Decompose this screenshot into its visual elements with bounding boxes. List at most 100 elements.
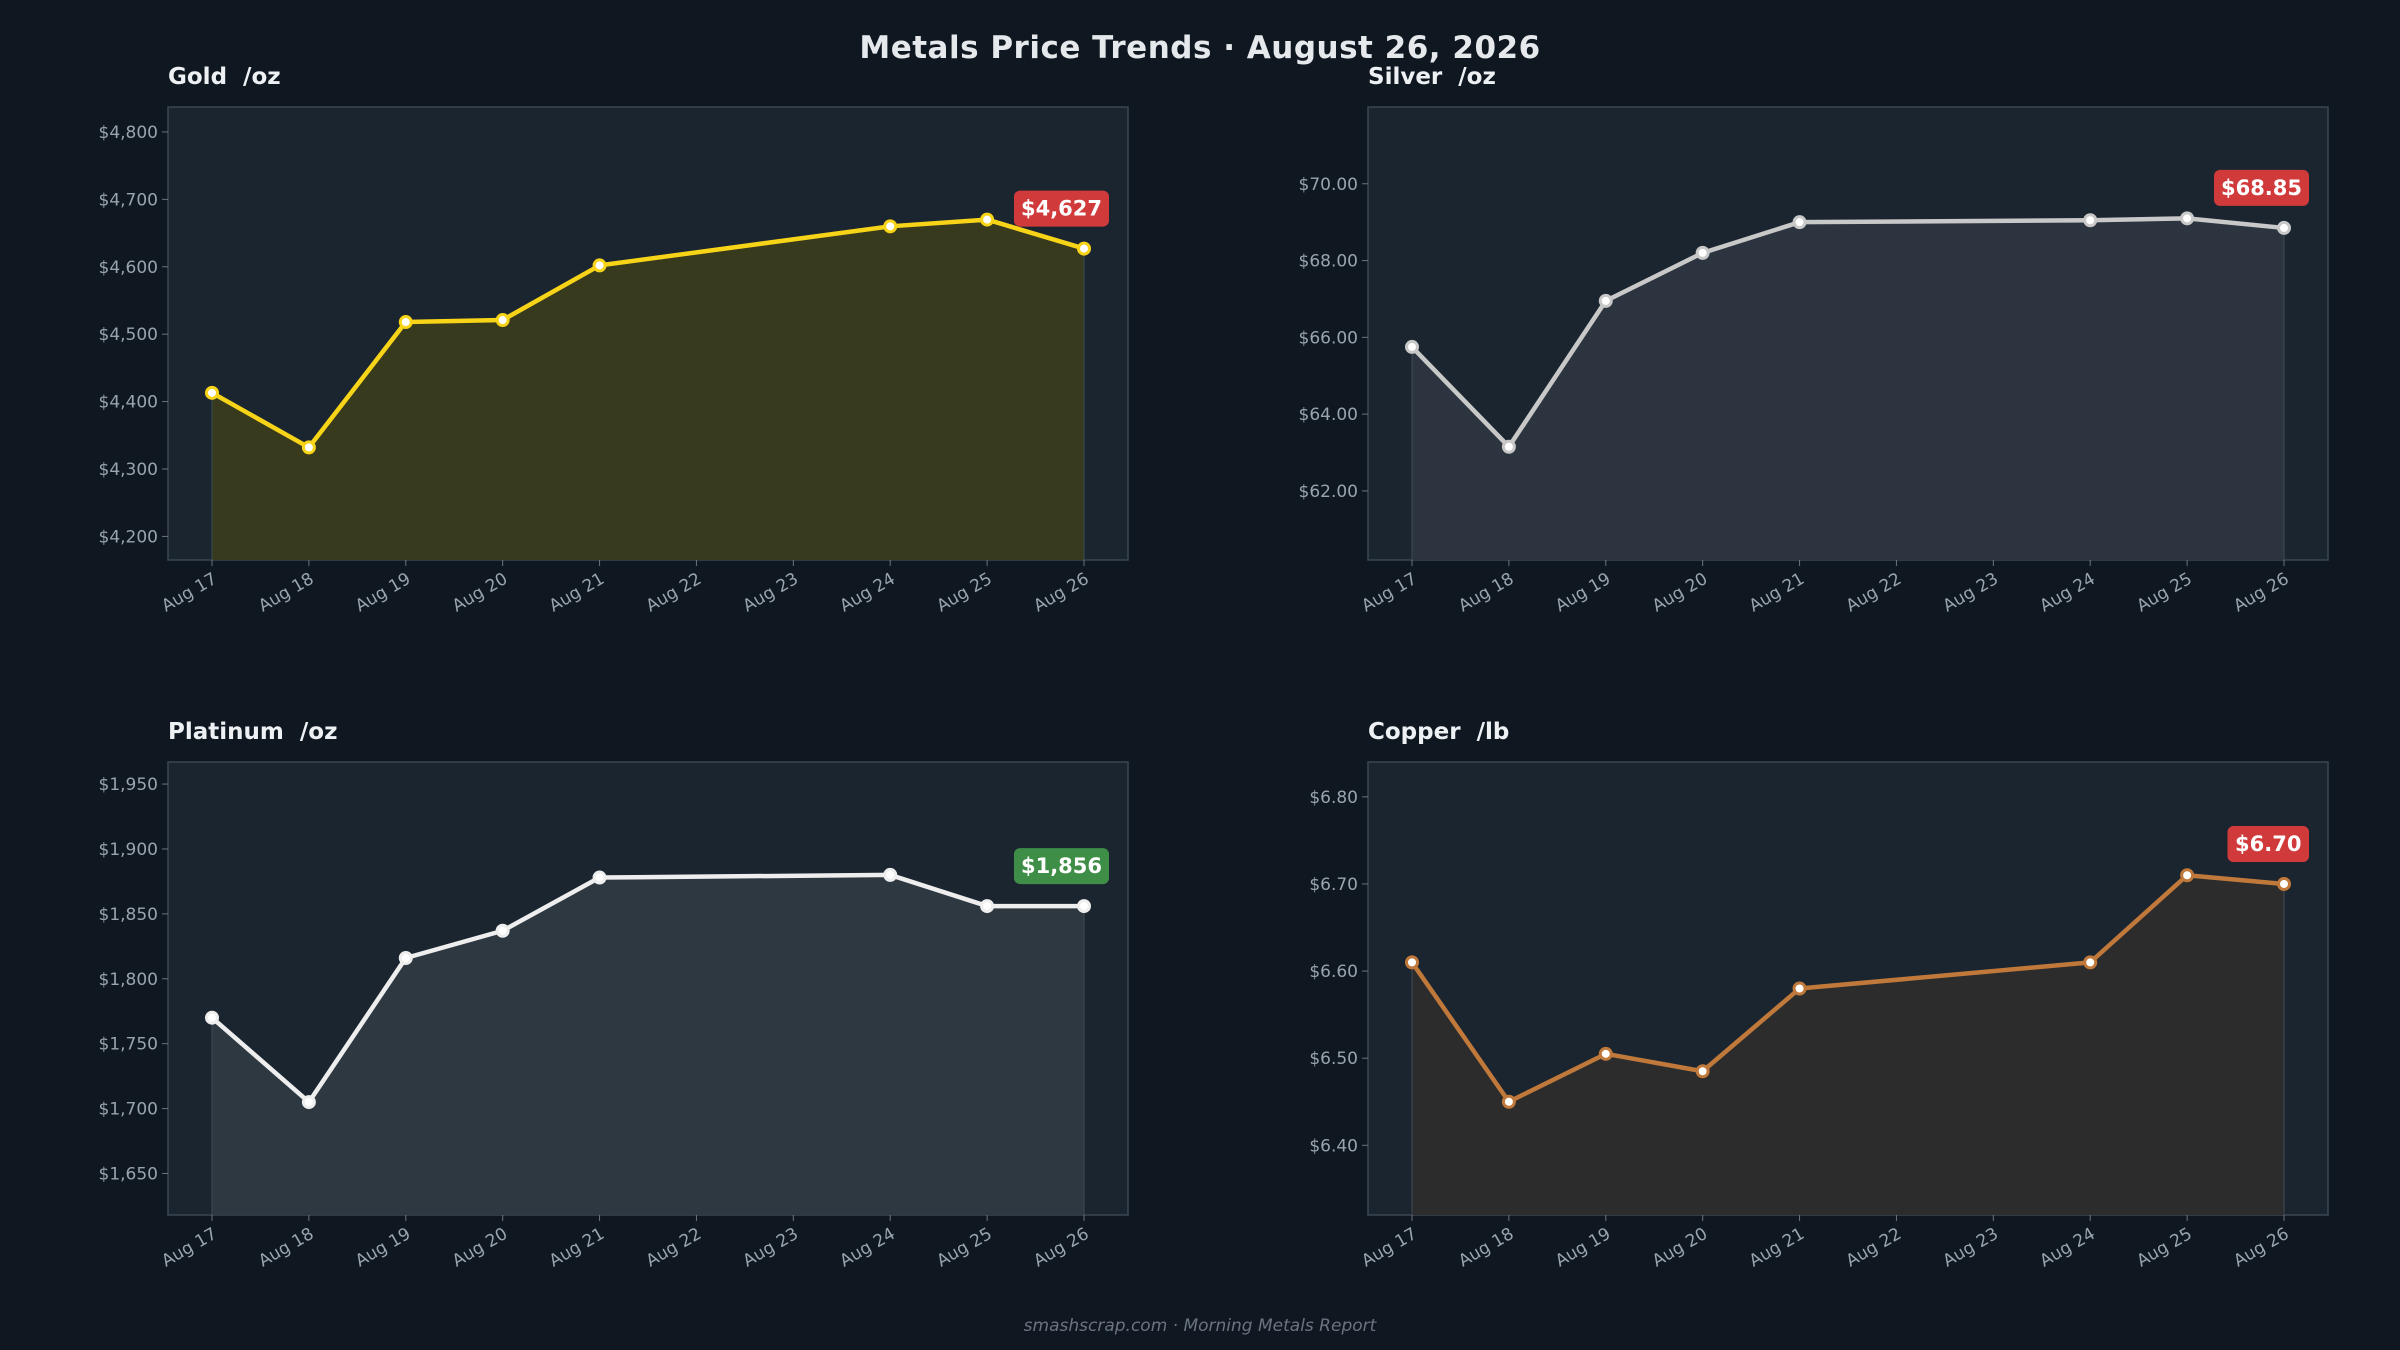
gold-last-value-label: $4,627 <box>1021 197 1102 221</box>
platinum-x-tick-label: Aug 18 <box>255 1224 317 1271</box>
copper-x-tick-label: Aug 17 <box>1358 1224 1420 1271</box>
platinum-x-tick-label: Aug 24 <box>837 1224 899 1271</box>
copper-point-aug-17 <box>1405 955 1419 970</box>
gold-y-tick-label: $4,500 <box>99 325 158 345</box>
gold-point-aug-24 <box>883 219 898 234</box>
platinum-point-aug-18 <box>301 1095 316 1110</box>
platinum-point-aug-19 <box>398 950 413 965</box>
silver-point-aug-24 <box>2083 213 2098 228</box>
platinum-x-tick-label: Aug 20 <box>449 1224 511 1271</box>
copper-y-tick-label: $6.80 <box>1309 788 1358 808</box>
copper-x-tick-label: Aug 19 <box>1552 1224 1614 1271</box>
platinum-point-aug-17 <box>205 1010 219 1025</box>
platinum-chart-title: Platinum /oz <box>168 719 338 745</box>
gold-point-aug-19 <box>398 315 413 330</box>
platinum-y-tick-label: $1,800 <box>99 970 158 990</box>
silver-last-value-label: $68.85 <box>2221 176 2302 200</box>
silver-last-value-badge <box>2214 169 2309 206</box>
silver-point-aug-26 <box>2277 220 2291 235</box>
platinum-y-tick-label: $1,850 <box>99 905 158 925</box>
gold-x-tick-label: Aug 23 <box>740 569 802 616</box>
gold-series-line <box>209 217 1087 450</box>
silver-y-tick-label: $66.00 <box>1299 328 1358 348</box>
copper-last-value-badge <box>2227 825 2309 862</box>
platinum-y-tick-label: $1,650 <box>99 1164 158 1184</box>
silver-x-tick-label: Aug 22 <box>1843 569 1905 616</box>
platinum-x-tick-label: Aug 21 <box>546 1224 608 1271</box>
platinum-x-tick-label: Aug 25 <box>933 1224 995 1271</box>
platinum-y-tick-label: $1,700 <box>99 1100 158 1120</box>
copper-chart: $6.40 $6.50 $6.60 $6.70 $6.80 Aug 17 Aug 18 Aug… <box>1309 761 2329 1271</box>
platinum-y-tick-label: $1,900 <box>99 840 158 860</box>
silver-point-aug-19 <box>1598 293 1613 308</box>
copper-x-tick-label: Aug 18 <box>1455 1224 1517 1271</box>
platinum-chart: $1,650 $1,700 $1,750 $1,800 $1,850 $1,900 $1,9… <box>99 761 1129 1271</box>
gold-y-tick-label: $4,300 <box>99 460 158 480</box>
copper-point-aug-21 <box>1792 981 1807 996</box>
copper-point-aug-24 <box>2083 955 2098 970</box>
platinum-x-tick-label: Aug 22 <box>643 1224 705 1271</box>
copper-last-value-label: $6.70 <box>2235 832 2301 856</box>
silver-x-tick-label: Aug 17 <box>1358 569 1420 616</box>
silver-x-tick-label: Aug 26 <box>2230 569 2292 616</box>
silver-x-tick-label: Aug 23 <box>1940 569 2002 616</box>
platinum-point-aug-24 <box>883 867 898 882</box>
silver-chart-title: Silver /oz <box>1368 64 1496 90</box>
platinum-point-aug-21 <box>592 870 607 885</box>
platinum-last-value-label: $1,856 <box>1021 854 1102 878</box>
platinum-x-tick-label: Aug 17 <box>158 1224 220 1271</box>
gold-y-tick-label: $4,800 <box>99 123 158 143</box>
gold-x-tick-label: Aug 25 <box>933 569 995 616</box>
silver-y-tick-label: $70.00 <box>1299 175 1358 195</box>
silver-point-aug-18 <box>1501 439 1516 454</box>
copper-point-aug-20 <box>1695 1064 1710 1079</box>
gold-last-value-badge <box>1014 190 1109 227</box>
gold-x-tick-label: Aug 21 <box>546 569 608 616</box>
silver-area-fill <box>1412 218 2284 560</box>
copper-y-tick-label: $6.70 <box>1309 875 1358 895</box>
gold-x-tick-label: Aug 18 <box>255 569 317 616</box>
silver-point-aug-21 <box>1792 215 1807 230</box>
copper-point-aug-19 <box>1598 1046 1613 1061</box>
copper-x-tick-label: Aug 22 <box>1843 1224 1905 1271</box>
platinum-last-value-badge <box>1014 848 1109 885</box>
copper-x-tick-label: Aug 23 <box>1940 1224 2002 1271</box>
silver-series-line <box>1409 216 2287 449</box>
gold-x-tick-label: Aug 26 <box>1030 569 1092 616</box>
copper-x-tick-label: Aug 20 <box>1649 1224 1711 1271</box>
platinum-point-aug-25 <box>980 899 995 914</box>
gold-x-tick-label: Aug 22 <box>643 569 705 616</box>
copper-point-aug-26 <box>2277 876 2291 891</box>
copper-x-tick-label: Aug 26 <box>2230 1224 2292 1271</box>
silver-y-tick-label: $68.00 <box>1299 252 1358 272</box>
silver-x-tick-label: Aug 18 <box>1455 569 1517 616</box>
platinum-point-aug-20 <box>495 923 510 938</box>
page-title: Metals Price Trends · August 26, 2026 <box>859 30 1541 66</box>
gold-x-tick-label: Aug 19 <box>352 569 414 616</box>
gold-area-fill <box>212 219 1084 560</box>
platinum-y-tick-label: $1,750 <box>99 1035 158 1055</box>
copper-chart-title: Copper /lb <box>1368 719 1510 745</box>
silver-x-tick-label: Aug 20 <box>1649 569 1711 616</box>
silver-y-tick-label: $62.00 <box>1299 482 1358 502</box>
gold-y-tick-label: $4,700 <box>99 190 158 210</box>
gold-point-aug-17 <box>205 385 219 400</box>
gold-point-aug-26 <box>1077 241 1091 256</box>
silver-point-aug-25 <box>2180 211 2195 226</box>
silver-chart: $62.00 $64.00 $66.00 $68.00 $70.00 Aug 17 Aug … <box>1299 106 2329 616</box>
gold-x-tick-label: Aug 20 <box>449 569 511 616</box>
platinum-point-aug-26 <box>1077 899 1091 914</box>
silver-x-tick-label: Aug 25 <box>2133 569 2195 616</box>
copper-area-fill <box>1412 875 2284 1215</box>
footer-credit: smashscrap.com · Morning Metals Report <box>1023 1316 1377 1336</box>
copper-point-aug-25 <box>2180 868 2195 883</box>
gold-point-aug-25 <box>980 212 995 227</box>
copper-x-tick-label: Aug 25 <box>2133 1224 2195 1271</box>
copper-y-tick-label: $6.50 <box>1309 1049 1358 1069</box>
copper-x-tick-label: Aug 21 <box>1746 1224 1808 1271</box>
platinum-area-fill <box>212 874 1084 1215</box>
gold-chart: $4,200 $4,300 $4,400 $4,500 $4,600 $4,700 $4,8… <box>99 106 1129 616</box>
copper-y-tick-label: $6.40 <box>1309 1136 1358 1156</box>
silver-y-tick-label: $64.00 <box>1299 405 1358 425</box>
